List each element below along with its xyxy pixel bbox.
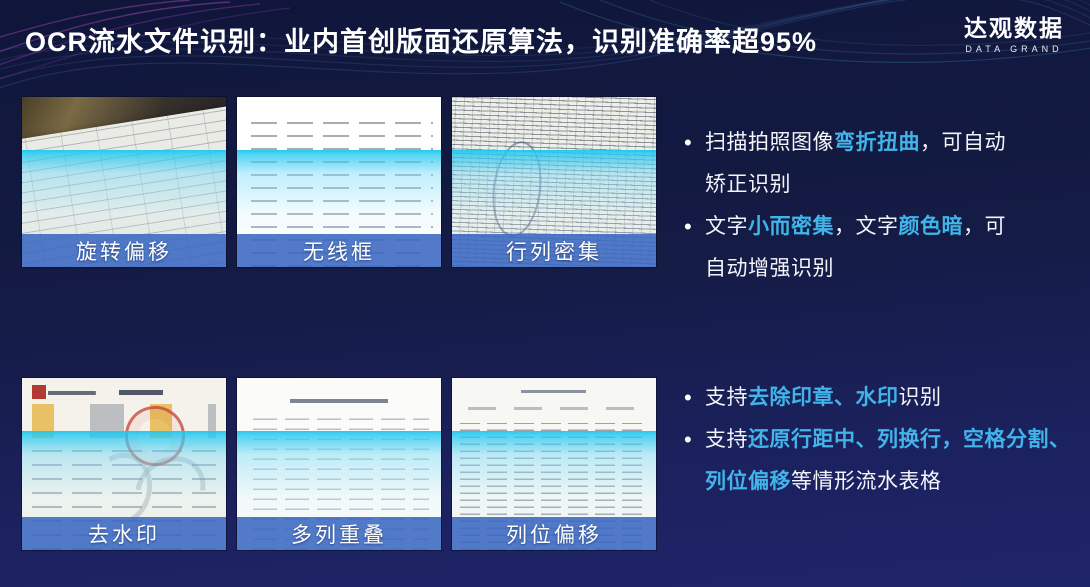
feature-text: ，可 bbox=[963, 215, 1006, 238]
feature-text: 矫正识别 bbox=[705, 173, 791, 196]
feature-text: 等情形流水表格 bbox=[791, 470, 942, 493]
feature-highlight-text: 小而密集 bbox=[748, 215, 834, 238]
feature-text: ，文字 bbox=[834, 215, 899, 238]
feature-highlight-text: 还原行距中、列换行，空格分割、 bbox=[748, 428, 1071, 451]
sample-tile-watermark: 去水印 bbox=[22, 378, 226, 550]
feature-highlight-text: 去除印章、水印 bbox=[748, 386, 899, 409]
feature-text: 文字 bbox=[705, 215, 748, 238]
sample-grid-bottom: 去水印 多列重叠 列位偏移 bbox=[22, 378, 656, 550]
feature-item: 支持去除印章、水印识别 bbox=[684, 377, 1084, 419]
tile-label: 去水印 bbox=[22, 517, 226, 550]
brand-name: 达观数据 bbox=[964, 15, 1064, 41]
statement-header bbox=[32, 384, 216, 401]
tile-label: 行列密集 bbox=[452, 234, 656, 267]
feature-text: 自动增强识别 bbox=[705, 257, 834, 280]
sample-tile-borderless: 无线框 bbox=[237, 97, 441, 267]
slide-title: OCR流水文件识别：业内首创版面还原算法，识别准确率超95% bbox=[25, 27, 818, 57]
feature-highlight-text: 列位偏移 bbox=[705, 470, 791, 493]
sample-grid-top: 旋转偏移 无线框 行列密集 bbox=[22, 97, 656, 267]
tile-label: 列位偏移 bbox=[452, 517, 656, 550]
feature-highlight-text: 颜色暗 bbox=[898, 215, 963, 238]
feature-item: 支持还原行距中、列换行，空格分割、列位偏移等情形流水表格 bbox=[684, 419, 1084, 503]
feature-highlight-text: 弯折扭曲 bbox=[834, 131, 920, 154]
brand-tagline: DATA GRAND bbox=[965, 44, 1063, 55]
tile-label: 无线框 bbox=[237, 234, 441, 267]
sample-tile-dense: 行列密集 bbox=[452, 97, 656, 267]
tile-label: 旋转偏移 bbox=[22, 234, 226, 267]
feature-text: 支持 bbox=[705, 428, 748, 451]
feature-text: ，可自动 bbox=[920, 131, 1006, 154]
tile-label: 多列重叠 bbox=[237, 517, 441, 550]
feature-list-bottom: 支持去除印章、水印识别支持还原行距中、列换行，空格分割、列位偏移等情形流水表格 bbox=[684, 377, 1084, 503]
feature-text: 识别 bbox=[898, 386, 942, 409]
feature-text: 扫描拍照图像 bbox=[705, 131, 834, 154]
sample-tile-overlap: 多列重叠 bbox=[237, 378, 441, 550]
brand-logo: 达观数据 DATA GRAND bbox=[964, 15, 1064, 55]
feature-text: 支持 bbox=[705, 386, 748, 409]
sample-tile-column-shift: 列位偏移 bbox=[452, 378, 656, 550]
sample-tile-rotation: 旋转偏移 bbox=[22, 97, 226, 267]
